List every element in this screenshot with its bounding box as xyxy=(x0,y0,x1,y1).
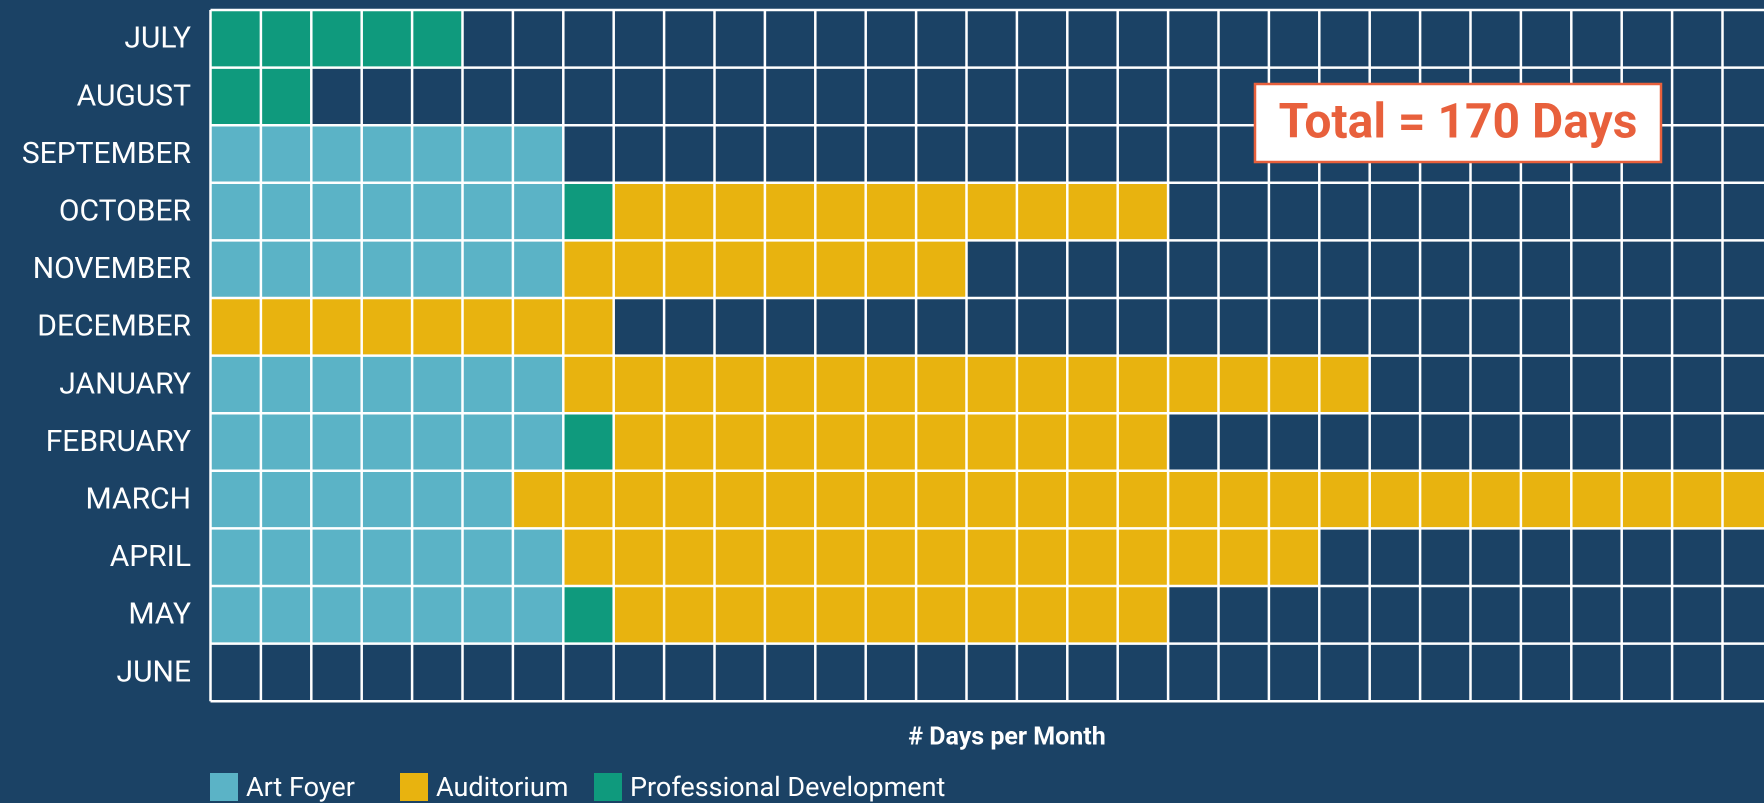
day-segment xyxy=(613,586,1169,644)
day-segment xyxy=(210,240,564,298)
legend-label: Art Foyer xyxy=(246,771,355,803)
legend-swatch xyxy=(594,773,622,801)
y-tick-label: JULY xyxy=(124,21,191,56)
day-segment xyxy=(210,10,463,68)
day-segment xyxy=(563,182,614,241)
legend-swatch xyxy=(400,773,428,801)
legend-swatch xyxy=(210,773,238,801)
day-segment xyxy=(512,470,1764,529)
day-segment xyxy=(613,413,1169,471)
annotation-box xyxy=(1253,82,1663,164)
x-axis-label: # Days per Month xyxy=(908,723,1106,752)
day-segment xyxy=(563,528,1320,586)
y-tick-label: MARCH xyxy=(86,482,191,517)
day-segment xyxy=(210,125,564,183)
y-tick-label: MAY xyxy=(128,597,191,632)
day-segment xyxy=(210,586,564,644)
day-segment xyxy=(210,355,564,414)
day-segment xyxy=(563,413,614,471)
y-tick-label: DECEMBER xyxy=(37,309,191,344)
day-segment xyxy=(210,528,564,586)
annotation: Total = 170 Days xyxy=(1279,93,1638,150)
y-tick-label: APRIL xyxy=(110,539,191,574)
day-segment xyxy=(563,586,614,644)
y-tick-label: SEPTEMBER xyxy=(22,136,191,171)
y-tick-label: JANUARY xyxy=(59,366,191,401)
day-segment xyxy=(613,182,1169,241)
y-tick-label: NOVEMBER xyxy=(33,251,191,286)
y-tick-label: FEBRUARY xyxy=(46,424,191,459)
legend-label: Professional Development xyxy=(630,771,945,803)
day-segment xyxy=(210,413,564,471)
y-tick-label: OCTOBER xyxy=(59,194,191,229)
day-segment xyxy=(210,182,564,241)
y-tick-label: JUNE xyxy=(117,654,191,689)
y-tick-label: AUGUST xyxy=(77,78,191,113)
legend-label: Auditorium xyxy=(436,771,568,803)
